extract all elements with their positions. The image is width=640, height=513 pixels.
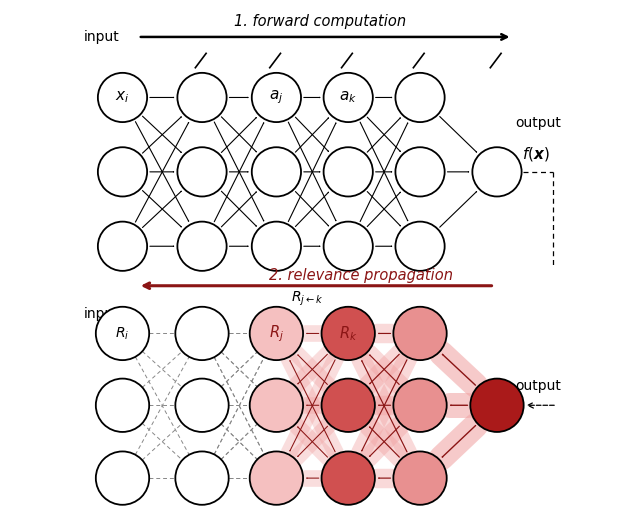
- Circle shape: [324, 73, 373, 122]
- Text: $a_j$: $a_j$: [269, 89, 284, 106]
- Text: $R_i$: $R_i$: [115, 325, 130, 342]
- Text: $a_k$: $a_k$: [339, 90, 357, 105]
- Circle shape: [394, 379, 447, 432]
- Circle shape: [324, 222, 373, 271]
- Circle shape: [252, 73, 301, 122]
- Circle shape: [96, 379, 149, 432]
- Circle shape: [96, 451, 149, 505]
- Circle shape: [250, 307, 303, 360]
- Circle shape: [175, 307, 228, 360]
- Text: $R_k$: $R_k$: [339, 324, 357, 343]
- Circle shape: [177, 73, 227, 122]
- Text: $R_j$: $R_j$: [269, 323, 284, 344]
- Circle shape: [177, 147, 227, 196]
- Circle shape: [321, 451, 375, 505]
- Text: input: input: [84, 30, 120, 44]
- Circle shape: [177, 222, 227, 271]
- Circle shape: [394, 451, 447, 505]
- Circle shape: [470, 379, 524, 432]
- Circle shape: [96, 307, 149, 360]
- Circle shape: [396, 222, 445, 271]
- Circle shape: [175, 379, 228, 432]
- Text: $R_{j\leftarrow k}$: $R_{j\leftarrow k}$: [291, 289, 323, 308]
- Circle shape: [250, 379, 303, 432]
- Circle shape: [396, 73, 445, 122]
- Circle shape: [394, 307, 447, 360]
- Circle shape: [324, 147, 373, 196]
- Text: 2. relevance propagation: 2. relevance propagation: [269, 268, 453, 283]
- Circle shape: [98, 147, 147, 196]
- Circle shape: [321, 379, 375, 432]
- Text: $x_i$: $x_i$: [115, 90, 130, 105]
- Circle shape: [472, 147, 522, 196]
- Circle shape: [396, 147, 445, 196]
- Circle shape: [252, 147, 301, 196]
- Text: input: input: [84, 307, 120, 321]
- Circle shape: [250, 451, 303, 505]
- Circle shape: [252, 222, 301, 271]
- Circle shape: [98, 222, 147, 271]
- Text: 1. forward computation: 1. forward computation: [234, 14, 406, 29]
- Circle shape: [175, 451, 228, 505]
- Text: $f(\boldsymbol{x})$: $f(\boldsymbol{x})$: [522, 145, 549, 163]
- Text: output: output: [515, 116, 561, 130]
- Circle shape: [98, 73, 147, 122]
- Text: output: output: [515, 379, 561, 393]
- Circle shape: [321, 307, 375, 360]
